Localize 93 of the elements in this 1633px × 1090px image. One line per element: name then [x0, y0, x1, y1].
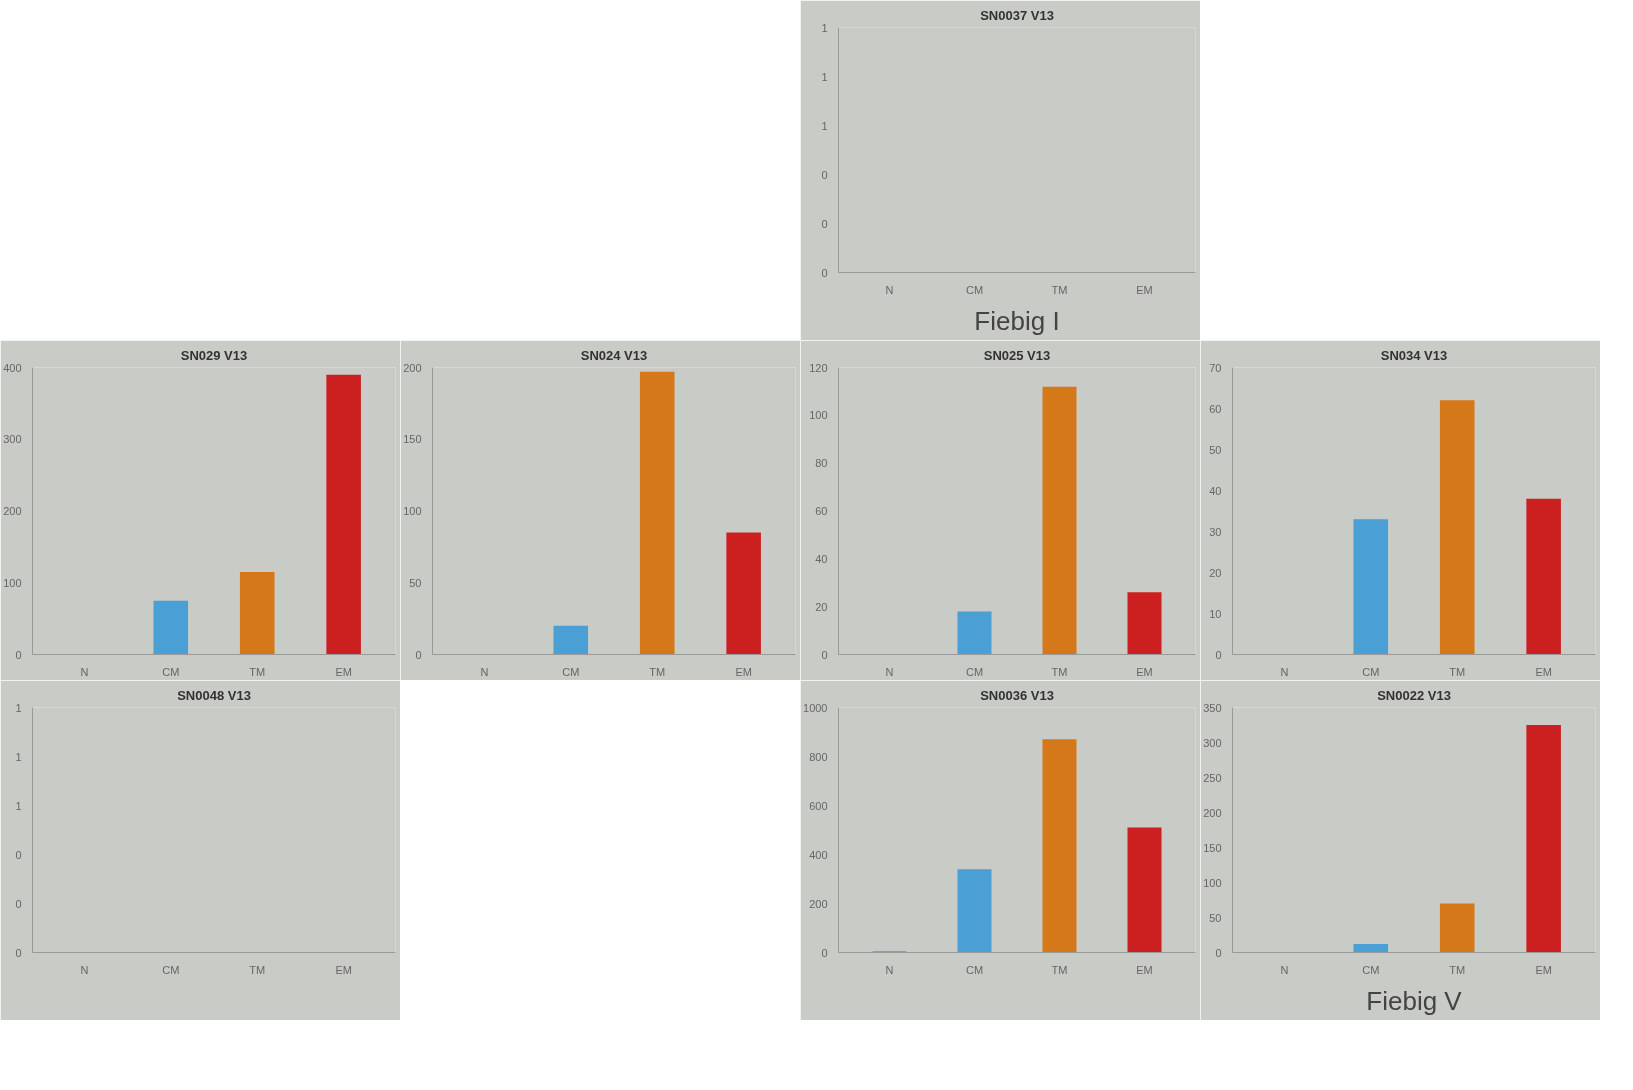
y-tick-label: 200	[3, 505, 22, 517]
chart-title: SN0036 V13	[980, 687, 1054, 703]
x-tick-label: N	[1280, 665, 1289, 678]
y-tick-label: 200	[809, 897, 828, 910]
y-tick-label: 100	[809, 409, 828, 422]
x-tick-label: CM	[965, 283, 984, 296]
y-tick-label: 0	[821, 217, 828, 230]
y-tick-label: 20	[815, 600, 828, 613]
chart-title: SN025 V13	[983, 347, 1051, 363]
y-tick-label: 150	[1203, 841, 1222, 854]
y-tick-label: 20	[1209, 566, 1222, 579]
y-tick-label: 0	[15, 946, 22, 959]
x-tick-label: CM	[1362, 665, 1380, 678]
chart-title: SN034 V13	[1380, 347, 1448, 363]
y-tick-label: 0	[821, 946, 828, 959]
x-tick-label: EM	[335, 963, 352, 976]
x-tick-label: CM	[965, 665, 984, 678]
y-tick-label: 400	[3, 361, 22, 374]
y-tick-label: 200	[1203, 806, 1222, 819]
y-tick-label: 350	[1203, 701, 1222, 714]
x-tick-label: N	[480, 665, 489, 678]
chart-title: SN029 V13	[180, 347, 248, 363]
x-tick-label: TM	[649, 665, 666, 678]
y-tick-label: 60	[815, 505, 828, 517]
x-tick-label: N	[885, 665, 894, 678]
y-tick-label: 0	[821, 168, 828, 181]
y-tick-label: 0	[415, 648, 422, 661]
y-tick-label: 400	[809, 848, 828, 861]
y-tick-label: 60	[1209, 402, 1222, 415]
y-tick-label: 120	[809, 361, 828, 374]
y-tick-label: 50	[1209, 443, 1222, 456]
x-tick-label: EM	[1136, 963, 1153, 976]
y-tick-label: 50	[409, 576, 422, 589]
x-tick-label: CM	[965, 963, 984, 976]
x-tick-label: N	[885, 283, 894, 296]
x-tick-label: TM	[1449, 665, 1466, 678]
y-tick-label: 40	[815, 552, 828, 565]
y-tick-label: 100	[1203, 876, 1222, 889]
y-tick-label: 40	[1209, 484, 1222, 497]
x-tick-label: EM	[1136, 283, 1153, 296]
x-tick-label: N	[80, 665, 89, 678]
y-tick-label: 100	[403, 505, 422, 517]
y-tick-label: 1	[15, 701, 22, 714]
x-tick-label: EM	[335, 665, 352, 678]
text: Fiebig V	[1366, 985, 1463, 1016]
x-tick-label: CM	[562, 665, 580, 678]
chart-title: SN0022 V13	[1377, 687, 1451, 703]
y-tick-label: 0	[15, 648, 22, 661]
x-tick-label: N	[885, 963, 894, 976]
x-tick-label: N	[80, 963, 89, 976]
y-tick-label: 100	[3, 576, 22, 589]
y-tick-label: 80	[815, 457, 828, 470]
y-tick-label: 1	[821, 21, 828, 34]
y-tick-label: 300	[3, 433, 22, 446]
x-tick-label: TM	[1051, 963, 1068, 976]
y-tick-label: 0	[821, 648, 828, 661]
y-tick-label: 800	[809, 750, 828, 763]
y-tick-label: 300	[1203, 736, 1222, 749]
y-tick-label: 1	[821, 119, 828, 132]
x-tick-label: CM	[1362, 963, 1380, 976]
x-tick-label: TM	[1449, 963, 1466, 976]
y-tick-label: 0	[15, 897, 22, 910]
y-tick-label: 0	[821, 266, 828, 279]
y-tick-label: 200	[403, 361, 422, 374]
y-tick-label: 70	[1209, 361, 1222, 374]
chart-title: SN024 V13	[580, 347, 648, 363]
y-tick-label: 600	[809, 799, 828, 812]
y-tick-label: 250	[1203, 771, 1222, 784]
x-tick-label: CM	[162, 963, 180, 976]
x-tick-label: EM	[1136, 665, 1153, 678]
x-tick-label: TM	[1051, 665, 1068, 678]
x-tick-label: EM	[1535, 963, 1552, 976]
y-tick-label: 1	[821, 70, 828, 83]
x-tick-label: CM	[162, 665, 180, 678]
text: Fiebig I	[974, 305, 1060, 336]
x-tick-label: TM	[249, 963, 266, 976]
y-tick-label: 0	[15, 848, 22, 861]
chart-title: SN0048 V13	[177, 687, 251, 703]
y-tick-label: 1	[15, 799, 22, 812]
x-tick-label: EM	[1535, 665, 1552, 678]
y-tick-label: 50	[1209, 911, 1222, 924]
x-tick-label: TM	[1051, 283, 1068, 296]
y-tick-label: 150	[403, 433, 422, 446]
chart-title: SN0037 V13	[980, 7, 1054, 23]
y-tick-label: 0	[1215, 946, 1222, 959]
y-tick-label: 1	[15, 750, 22, 763]
y-tick-label: 0	[1215, 648, 1222, 661]
x-tick-label: EM	[735, 665, 752, 678]
x-tick-label: TM	[249, 665, 266, 678]
y-tick-label: 30	[1209, 525, 1222, 538]
y-tick-label: 1000	[803, 701, 828, 714]
x-tick-label: N	[1280, 963, 1289, 976]
y-tick-label: 10	[1209, 607, 1222, 620]
